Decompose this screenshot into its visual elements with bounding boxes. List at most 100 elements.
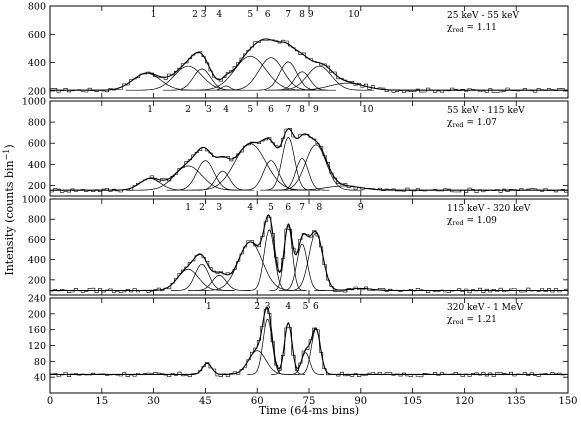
pulse-label: 10 bbox=[362, 105, 374, 115]
y-tick-label: 200 bbox=[28, 86, 46, 97]
y-tick-label: 1000 bbox=[22, 195, 46, 206]
pulse-component bbox=[249, 61, 328, 91]
pulse-component bbox=[186, 362, 227, 375]
pulse-label: 1 bbox=[185, 203, 191, 213]
chi-squared-label: χred = 1.07 bbox=[447, 118, 497, 129]
x-tick-label: 120 bbox=[455, 396, 474, 407]
model-fit-curve bbox=[50, 128, 568, 191]
pulse-component bbox=[284, 232, 348, 291]
y-tick-label: 40 bbox=[34, 373, 46, 384]
chi-squared-label: χred = 1.09 bbox=[447, 216, 497, 227]
x-axis: 0 15 30 45 60 75 90 105 120 135 150 bbox=[47, 396, 578, 407]
y-tick-label: 600 bbox=[28, 235, 46, 246]
panel-1: 200 400 600 800 1 2 3 4 5 6 7 8 9 10 25 keV - 55 keV χr… bbox=[28, 2, 569, 99]
pulse-component bbox=[236, 160, 305, 191]
y-tick-label: 400 bbox=[28, 255, 46, 266]
chi-squared-label: χred = 1.11 bbox=[447, 23, 497, 34]
pulse-label: 3 bbox=[216, 203, 222, 213]
x-tick-label: 0 bbox=[47, 396, 53, 407]
pulse-component bbox=[103, 178, 197, 191]
pulse-label: 1 bbox=[206, 302, 212, 312]
pulse-label: 2 bbox=[185, 105, 191, 115]
x-tick-label: 105 bbox=[403, 396, 422, 407]
pulse-label: 3 bbox=[201, 10, 207, 20]
y-axis-label-superscript: −1 bbox=[2, 149, 11, 161]
model-fit-curve bbox=[50, 38, 568, 91]
pulse-label: 8 bbox=[299, 10, 305, 20]
y-tick-label: 240 bbox=[28, 294, 46, 305]
panel-2: 200 400 600 800 1000 1 2 3 4 5 6 7 8 9 10 55 keV - 115 … bbox=[22, 97, 569, 197]
pulse-label: 3 bbox=[265, 302, 271, 312]
pulse-label: 7 bbox=[299, 203, 305, 213]
y-tick-label: 800 bbox=[28, 215, 46, 226]
pulse-component bbox=[295, 328, 336, 375]
data-histogram bbox=[50, 216, 568, 294]
pulse-component bbox=[269, 144, 363, 191]
x-tick-label: 30 bbox=[147, 396, 160, 407]
model-fit-curve bbox=[50, 214, 568, 292]
energy-band-label: 320 keV - 1 MeV bbox=[447, 303, 523, 313]
x-tick-label: 90 bbox=[354, 396, 367, 407]
y-tick-label: 160 bbox=[28, 325, 46, 336]
pulse-label: 9 bbox=[313, 105, 319, 115]
pulse-label: 7 bbox=[285, 105, 291, 115]
x-tick-label: 60 bbox=[251, 396, 264, 407]
y-tick-label: 400 bbox=[28, 160, 46, 171]
panel-4: 40 80 120 160 200 240 1 2 3 4 5 6 320 keV - 1 MeV χre… bbox=[28, 294, 569, 394]
panel-3: 200 400 600 800 1000 1 2 3 4 5 6 7 8 9 115 keV - 320 k… bbox=[22, 195, 569, 296]
pulse-label: 4 bbox=[223, 105, 229, 115]
chi-squared-label: χred = 1.21 bbox=[447, 315, 497, 326]
y-axis-label: Intensity (counts bin−1) bbox=[2, 144, 16, 275]
pulse-label: 9 bbox=[358, 203, 364, 213]
pulse-label: 3 bbox=[206, 105, 212, 115]
y-tick-label: 800 bbox=[28, 2, 46, 13]
pulse-label: 4 bbox=[285, 302, 291, 312]
y-tick-label: 80 bbox=[34, 357, 46, 368]
pulse-component bbox=[170, 263, 233, 291]
x-tick-label: 15 bbox=[95, 396, 108, 407]
pulse-component bbox=[126, 65, 251, 91]
x-axis-label: Time (64-ms bins) bbox=[259, 404, 359, 417]
pulse-component bbox=[166, 160, 245, 191]
pulse-component bbox=[286, 352, 324, 375]
pulse-label: 6 bbox=[285, 203, 291, 213]
y-axis-label-text: Intensity (counts bin bbox=[3, 160, 16, 275]
data-histogram bbox=[50, 39, 568, 93]
pulse-label: 5 bbox=[247, 105, 253, 115]
pulse-label: 4 bbox=[247, 203, 253, 213]
pulse-label: 6 bbox=[313, 302, 319, 312]
pulse-label: 9 bbox=[308, 10, 314, 20]
pulse-label: 1 bbox=[147, 105, 153, 115]
y-axis-label-close: ) bbox=[3, 144, 16, 148]
pulse-component bbox=[195, 241, 305, 291]
y-tick-label: 200 bbox=[28, 309, 46, 320]
data-histogram bbox=[50, 128, 568, 193]
pulse-component bbox=[267, 71, 337, 91]
pulse-label: 2 bbox=[192, 10, 198, 20]
pulse-label: 2 bbox=[199, 203, 205, 213]
pulse-component bbox=[278, 243, 326, 291]
energy-band-label: 25 keV - 55 keV bbox=[447, 11, 519, 21]
x-tick-label: 45 bbox=[199, 396, 212, 407]
pulse-label: 6 bbox=[268, 105, 274, 115]
pulse-label: 4 bbox=[216, 10, 222, 20]
y-tick-label: 200 bbox=[28, 181, 46, 192]
y-tick-label: 600 bbox=[28, 30, 46, 41]
pulse-label: 5 bbox=[303, 302, 309, 312]
y-tick-label: 400 bbox=[28, 58, 46, 69]
pulse-label: 5 bbox=[268, 203, 274, 213]
pulse-component bbox=[247, 318, 288, 375]
pulse-component bbox=[260, 137, 316, 191]
y-tick-label: 800 bbox=[28, 118, 46, 129]
x-tick-label: 75 bbox=[303, 396, 316, 407]
pulse-label: 6 bbox=[265, 10, 271, 20]
y-tick-label: 200 bbox=[28, 275, 46, 286]
y-tick-label: 1000 bbox=[22, 97, 46, 108]
pulse-label: 7 bbox=[285, 10, 291, 20]
energy-band-label: 55 keV - 115 keV bbox=[447, 106, 525, 116]
data-histogram bbox=[50, 309, 568, 378]
pulse-label: 8 bbox=[316, 203, 322, 213]
x-tick-label: 135 bbox=[507, 396, 526, 407]
